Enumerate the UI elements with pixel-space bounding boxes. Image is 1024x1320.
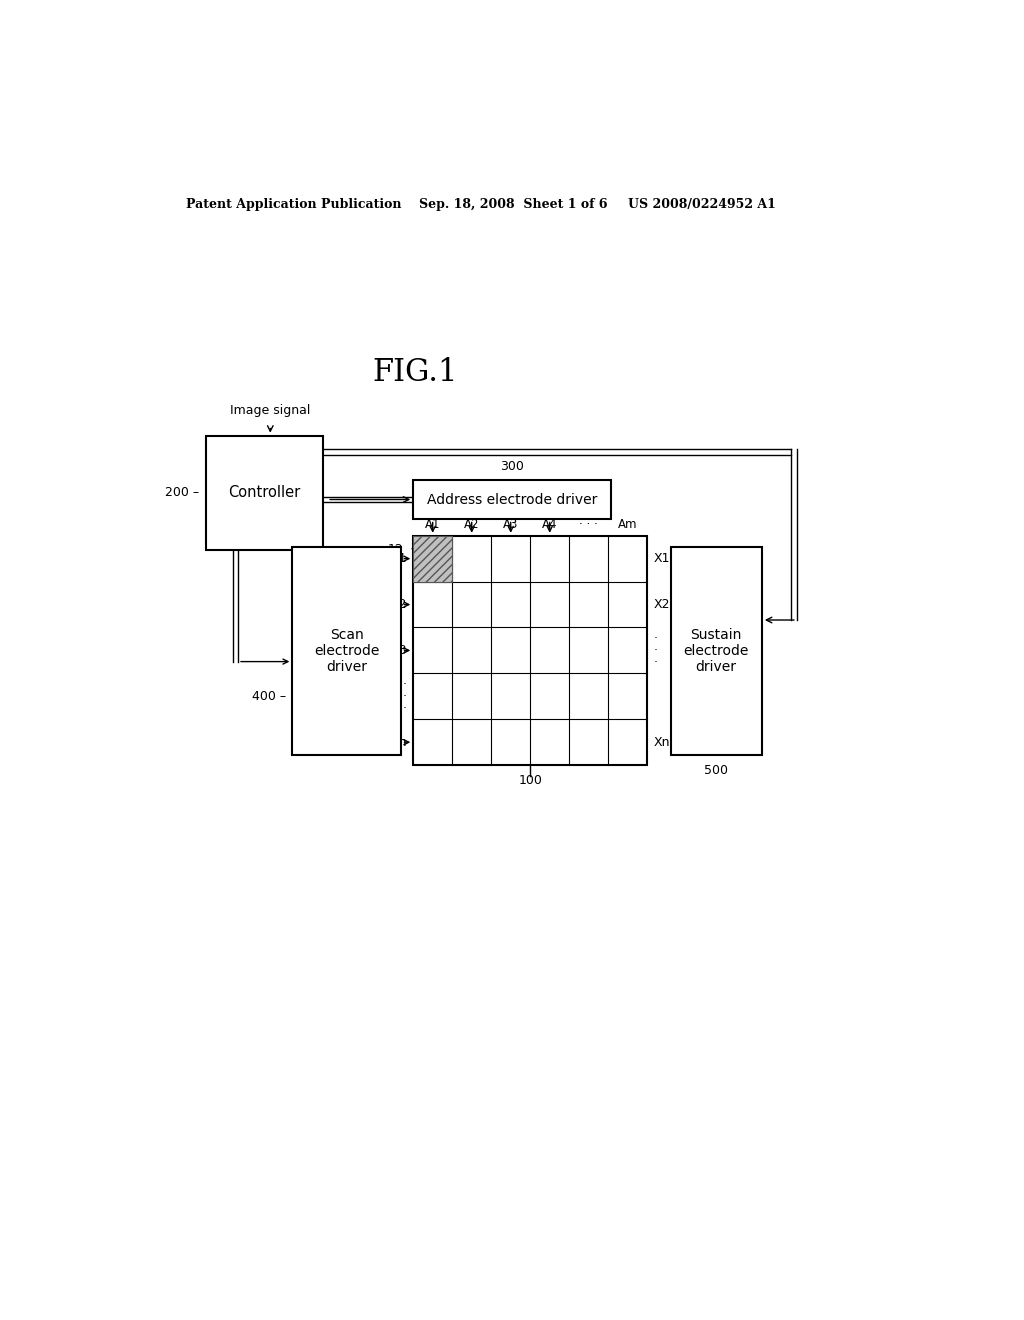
Bar <box>414 480 611 519</box>
Bar <box>414 536 647 766</box>
Text: Controller: Controller <box>228 484 300 500</box>
Text: US 2008/0224952 A1: US 2008/0224952 A1 <box>628 198 776 211</box>
Text: 100: 100 <box>518 774 542 787</box>
Text: Y1: Y1 <box>391 552 407 565</box>
Text: Am: Am <box>618 519 638 532</box>
Text: 500: 500 <box>705 764 728 777</box>
Text: Scan
electrode
driver: Scan electrode driver <box>314 628 379 675</box>
Bar <box>414 536 453 582</box>
Text: 12: 12 <box>388 543 403 556</box>
Text: ·
·
·: · · · <box>403 678 407 715</box>
Text: A2: A2 <box>464 519 479 532</box>
Text: Y2: Y2 <box>391 598 407 611</box>
Text: X1: X1 <box>653 552 670 565</box>
Text: · · ·: · · · <box>580 519 598 532</box>
Text: Y3: Y3 <box>391 644 407 657</box>
Text: Yn: Yn <box>391 735 407 748</box>
Bar <box>206 436 324 549</box>
Text: Sustain
electrode
driver: Sustain electrode driver <box>684 628 749 675</box>
Text: X2: X2 <box>653 598 670 611</box>
Text: A1: A1 <box>425 519 440 532</box>
Bar <box>292 548 400 755</box>
Bar <box>671 548 762 755</box>
Text: Address electrode driver: Address electrode driver <box>427 492 597 507</box>
Text: FIG.1: FIG.1 <box>372 356 458 388</box>
Text: A4: A4 <box>542 519 557 532</box>
Text: Patent Application Publication: Patent Application Publication <box>186 198 401 211</box>
Text: 300: 300 <box>500 459 524 473</box>
Text: ·
·
·: · · · <box>653 632 657 669</box>
Text: Sep. 18, 2008  Sheet 1 of 6: Sep. 18, 2008 Sheet 1 of 6 <box>419 198 607 211</box>
Text: A3: A3 <box>503 519 518 532</box>
Text: Image signal: Image signal <box>230 404 310 417</box>
Text: Xn: Xn <box>653 735 670 748</box>
Text: 200 –: 200 – <box>165 486 200 499</box>
Text: 400 –: 400 – <box>252 690 286 704</box>
